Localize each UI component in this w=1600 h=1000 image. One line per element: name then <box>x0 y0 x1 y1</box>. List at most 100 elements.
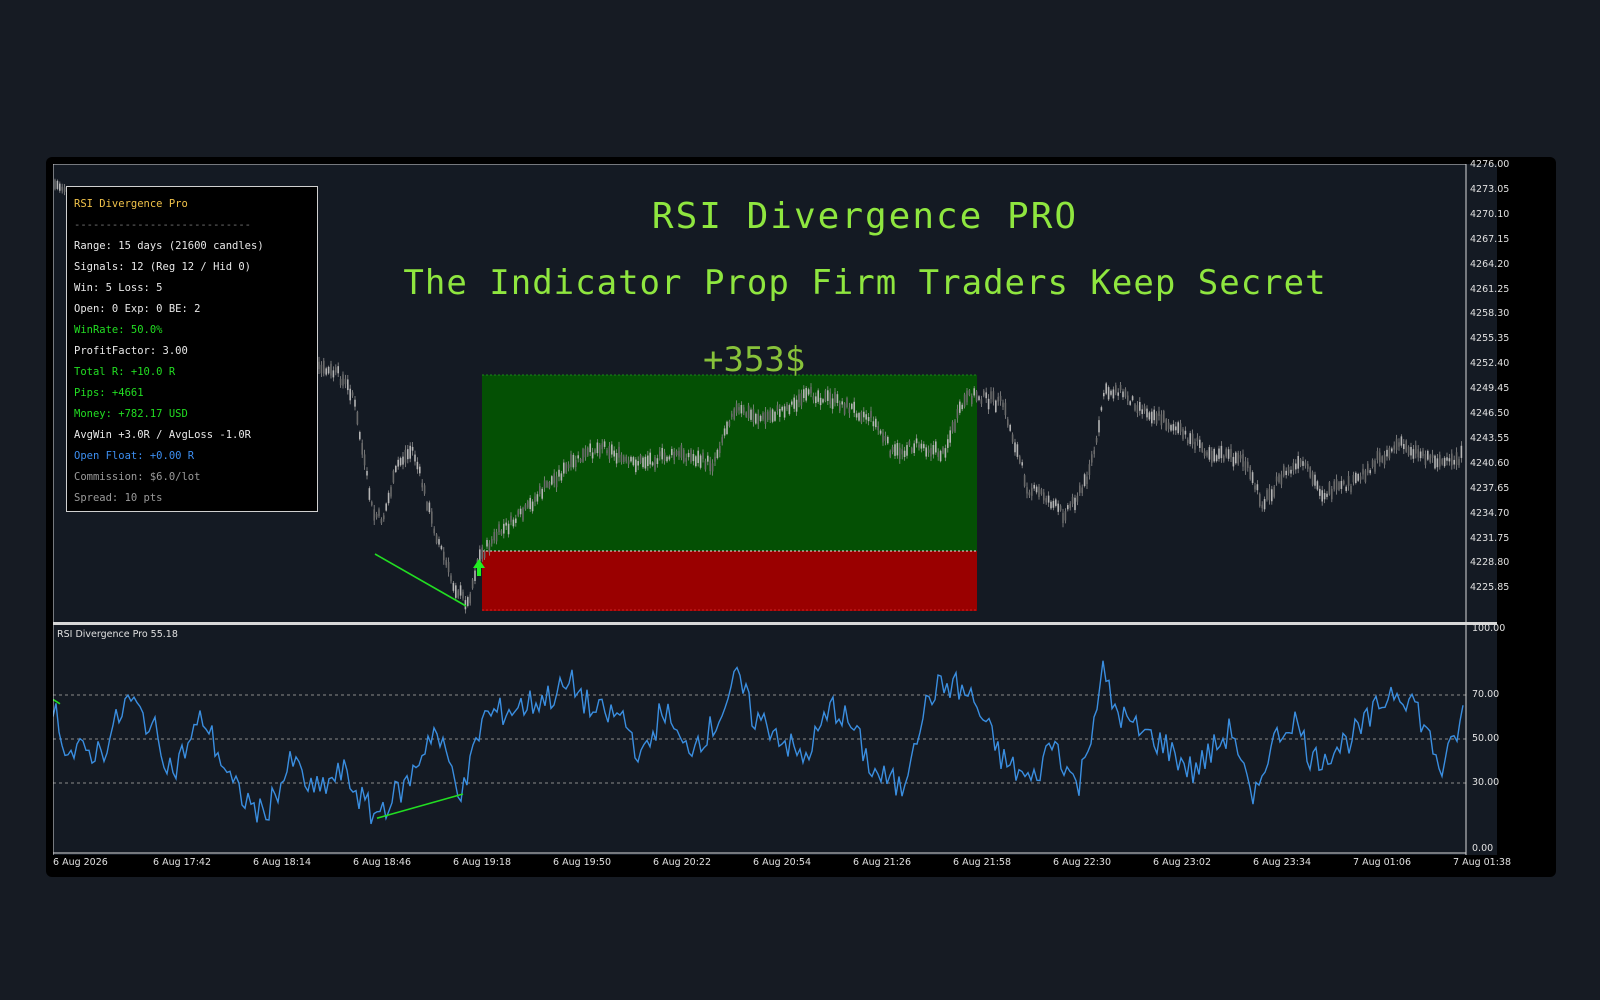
candle-body <box>1187 439 1189 444</box>
candle-body <box>539 485 541 494</box>
candle-body <box>798 394 800 403</box>
candle-body <box>1434 455 1436 469</box>
candle-body <box>623 456 625 462</box>
candle-body <box>1002 402 1004 408</box>
candle-body <box>488 543 491 553</box>
candle-body <box>1391 448 1393 452</box>
candle-body <box>1439 454 1441 467</box>
candle-body <box>839 403 841 411</box>
candle-body <box>1129 401 1131 405</box>
candle-body <box>505 522 507 526</box>
candle-body <box>1045 498 1047 503</box>
candle-body <box>1244 461 1247 471</box>
candle-body <box>721 437 723 443</box>
candle-body <box>1196 437 1199 442</box>
pane-divider[interactable] <box>53 622 1497 625</box>
candle-body <box>1326 493 1328 497</box>
candle-body <box>997 396 999 402</box>
candle-body <box>589 443 591 453</box>
time-tick-label: 6 Aug 19:18 <box>453 857 512 868</box>
candle-body <box>743 407 745 413</box>
candle-body <box>812 396 815 400</box>
candle-body <box>1163 411 1165 422</box>
candle-body <box>481 547 483 560</box>
candle-body <box>1347 475 1350 486</box>
rsi-tick-label: 100.00 <box>1472 623 1506 634</box>
candle-body <box>1451 453 1453 466</box>
candle-body <box>867 417 870 422</box>
candle-body <box>673 451 675 461</box>
candle-body <box>471 579 474 589</box>
candle-body <box>1455 452 1458 465</box>
candle-body <box>323 360 325 374</box>
candle-body <box>1410 446 1412 456</box>
candle-body <box>1143 406 1146 412</box>
candle-body <box>1297 456 1299 469</box>
candle-body <box>318 361 320 370</box>
candle-body <box>447 561 450 573</box>
price-tick-label: 4258.30 <box>1470 308 1510 320</box>
candle-body <box>1355 472 1357 484</box>
candle-body <box>1127 395 1129 401</box>
candle-body <box>1256 484 1259 491</box>
candle-body <box>1088 464 1091 476</box>
candle-body <box>1458 459 1460 466</box>
candle-body <box>575 459 577 467</box>
candle-body <box>1043 492 1045 501</box>
candle-body <box>599 444 601 457</box>
rsi-start-marker <box>53 698 61 705</box>
candle-body <box>1211 450 1213 463</box>
candle-body <box>870 410 872 418</box>
candle-body <box>889 450 891 457</box>
candle-body <box>440 545 443 550</box>
candle-body <box>951 422 954 432</box>
candle-body <box>1038 486 1040 497</box>
candle-body <box>519 508 522 515</box>
candle-body <box>692 453 695 462</box>
candle-body <box>541 488 543 499</box>
candle-body <box>1419 451 1422 459</box>
buy-arrow-icon[interactable] <box>473 559 485 576</box>
candle-body <box>1182 429 1184 439</box>
candle-body <box>947 439 949 448</box>
stats-line: Spread: 10 pts <box>74 492 163 504</box>
chart-canvas[interactable] <box>53 164 1497 855</box>
candle-body <box>363 454 366 466</box>
candle-body <box>937 452 939 457</box>
candle-body <box>1136 405 1139 413</box>
candle-body <box>882 432 884 443</box>
candle-body <box>1424 453 1427 465</box>
price-tick-label: 4234.70 <box>1470 507 1510 519</box>
candle-body <box>642 457 644 468</box>
candle-body <box>1254 485 1256 490</box>
candle-body <box>371 501 373 506</box>
candle-body <box>1338 482 1340 490</box>
candle-body <box>1067 505 1069 510</box>
candle-body <box>920 443 923 449</box>
rsi-line <box>53 660 1464 825</box>
candle-body <box>325 368 327 375</box>
candle-body <box>716 449 719 459</box>
candle-body <box>747 405 750 419</box>
candle-body <box>728 421 731 427</box>
candle-body <box>553 473 555 484</box>
candle-body <box>1112 389 1115 399</box>
candle-body <box>529 497 531 510</box>
candle-body <box>1460 445 1463 458</box>
candle-body <box>1417 449 1419 458</box>
candle-body <box>368 488 371 500</box>
candle-body <box>1004 402 1007 416</box>
candle-body <box>402 456 404 465</box>
candle-body <box>1218 448 1220 459</box>
time-tick-label: 6 Aug 23:34 <box>1253 857 1312 868</box>
time-tick-label: 6 Aug 19:50 <box>553 857 612 868</box>
candle-body <box>419 466 421 474</box>
candle-body <box>534 496 536 503</box>
candle-body <box>944 448 947 458</box>
candle-body <box>507 523 510 535</box>
candle-body <box>1446 457 1448 461</box>
candle-body <box>690 449 692 463</box>
rsi-indicator-label: RSI Divergence Pro 55.18 <box>57 629 178 640</box>
candle-body <box>584 448 587 458</box>
candle-body <box>390 487 392 497</box>
